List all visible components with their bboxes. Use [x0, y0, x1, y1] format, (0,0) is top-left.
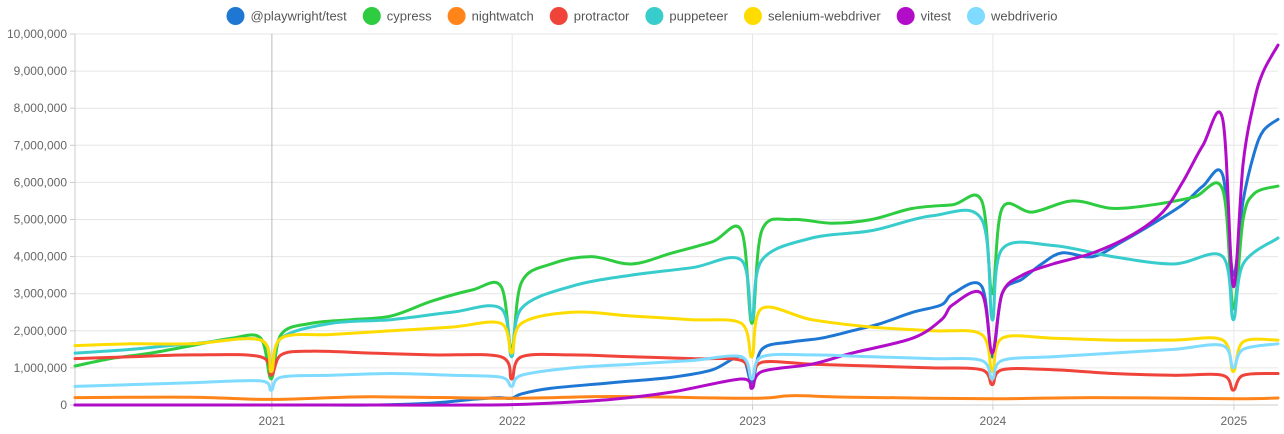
x-tick-label: 2022	[499, 414, 526, 428]
legend-item-nightwatch[interactable]: nightwatch	[447, 7, 534, 25]
legend-label: puppeteer	[669, 9, 728, 24]
series-line-webdriverio	[73, 342, 1280, 392]
legend-item-protractor[interactable]: protractor	[549, 7, 630, 25]
y-tick-label: 1,000,000	[14, 361, 68, 375]
legend-swatch	[447, 7, 466, 25]
legend-item-cypress[interactable]: cypress	[362, 7, 432, 25]
legend-label: selenium-webdriver	[768, 9, 881, 24]
legend-item-vitest[interactable]: vitest	[896, 7, 952, 25]
series-line-puppeteer	[73, 208, 1280, 374]
y-tick-label: 10,000,000	[7, 27, 67, 41]
legend-label: nightwatch	[472, 9, 534, 24]
y-tick-label: 4,000,000	[14, 250, 68, 264]
series-line-selenium-webdriver	[73, 305, 1280, 374]
legend-item-webdriverio[interactable]: webdriverio	[967, 7, 1058, 25]
x-tick-label: 2021	[259, 414, 286, 428]
series-lines	[73, 43, 1280, 407]
x-tick-label: 2024	[980, 414, 1007, 428]
grid-lines	[75, 33, 1278, 406]
x-tick-label: 2025	[1221, 414, 1248, 428]
y-tick-label: 7,000,000	[14, 138, 68, 152]
legend-item-puppeteer[interactable]: puppeteer	[645, 7, 729, 25]
legend-item-playwright-test[interactable]: @playwright/test	[226, 7, 348, 25]
y-tick-label: 3,000,000	[14, 287, 68, 301]
legend-label: @playwright/test	[251, 9, 348, 24]
x-axis: 2021 2022 2023 2024 2025	[75, 404, 1278, 428]
legend: @playwright/test cypress nightwatch protrac…	[226, 7, 1058, 25]
legend-swatch	[226, 7, 245, 25]
y-tick-label: 9,000,000	[14, 64, 68, 78]
y-tick-label: 5,000,000	[14, 213, 68, 227]
legend-label: protractor	[574, 9, 630, 24]
series-line-cypress	[73, 181, 1280, 381]
legend-swatch	[362, 7, 381, 25]
legend-swatch	[967, 7, 986, 25]
legend-label: vitest	[921, 9, 952, 24]
y-axis: 0 1,000,000 2,000,000 3,000,000 4,000,000 5,0…	[7, 27, 76, 412]
legend-label: cypress	[387, 9, 432, 24]
x-tick-label: 2023	[739, 414, 766, 428]
legend-swatch	[549, 7, 568, 25]
y-tick-label: 8,000,000	[14, 101, 68, 115]
series-line-vitest	[73, 43, 1280, 407]
series-line-protractor	[73, 349, 1280, 392]
y-tick-label: 0	[60, 398, 67, 412]
legend-swatch	[645, 7, 664, 25]
series-line-nightwatch	[73, 394, 1280, 401]
legend-label: webdriverio	[990, 9, 1057, 24]
legend-swatch	[743, 7, 762, 25]
legend-item-selenium-webdriver[interactable]: selenium-webdriver	[743, 7, 881, 25]
y-tick-label: 2,000,000	[14, 324, 68, 338]
legend-swatch	[896, 7, 915, 25]
y-tick-label: 6,000,000	[14, 175, 68, 189]
